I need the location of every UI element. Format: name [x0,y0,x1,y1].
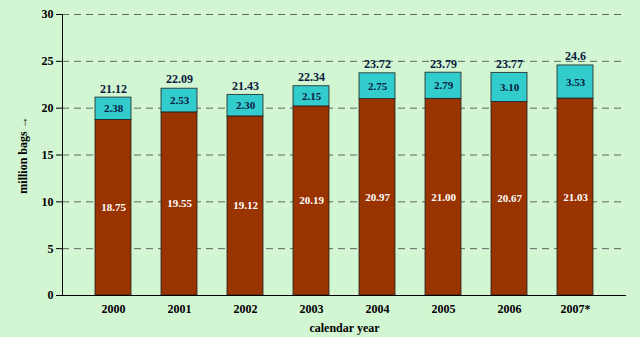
svg-text:20.67: 20.67 [497,192,522,204]
svg-text:21.43: 21.43 [232,79,259,93]
svg-text:million bags →: million bags → [16,116,30,193]
svg-text:25: 25 [42,54,54,68]
svg-text:3.53: 3.53 [566,76,586,88]
svg-text:19.12: 19.12 [233,199,258,211]
svg-text:20: 20 [42,101,54,115]
svg-text:23.79: 23.79 [430,57,457,71]
svg-text:2002: 2002 [234,302,258,316]
svg-text:18.75: 18.75 [101,201,126,213]
svg-text:21.12: 21.12 [100,82,127,96]
svg-text:15: 15 [42,148,54,162]
svg-text:calendar year: calendar year [309,321,380,335]
svg-text:2001: 2001 [168,302,192,316]
svg-text:2005: 2005 [432,302,456,316]
svg-text:2000: 2000 [102,302,126,316]
svg-text:0: 0 [48,288,54,302]
svg-text:5: 5 [48,242,54,256]
svg-text:24.6: 24.6 [565,49,586,63]
svg-text:2.38: 2.38 [104,102,124,114]
svg-text:2006: 2006 [498,302,522,316]
svg-text:21.03: 21.03 [563,191,588,203]
svg-text:30: 30 [42,7,54,21]
svg-text:2003: 2003 [300,302,324,316]
svg-text:2007*: 2007* [561,302,591,316]
svg-text:2004: 2004 [366,302,390,316]
svg-text:23.77: 23.77 [496,57,523,71]
svg-text:3.10: 3.10 [500,81,520,93]
svg-text:2.15: 2.15 [302,90,322,102]
svg-text:22.34: 22.34 [298,70,325,84]
svg-text:2.75: 2.75 [368,80,388,92]
svg-text:2.53: 2.53 [170,94,190,106]
svg-text:19.55: 19.55 [167,197,192,209]
svg-text:22.09: 22.09 [166,72,193,86]
svg-text:20.97: 20.97 [365,191,390,203]
svg-text:23.72: 23.72 [364,57,391,71]
svg-text:2.79: 2.79 [434,79,454,91]
svg-text:10: 10 [42,195,54,209]
svg-text:21.00: 21.00 [431,191,456,203]
svg-text:2.30: 2.30 [236,99,256,111]
svg-text:20.19: 20.19 [299,194,324,206]
